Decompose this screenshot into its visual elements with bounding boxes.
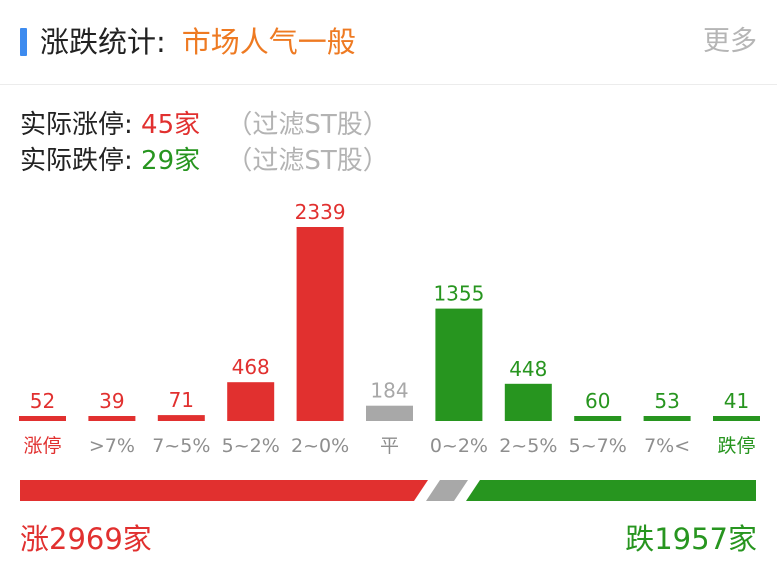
bar-6 (435, 308, 483, 421)
limit-up-label: 实际涨停: (20, 110, 133, 140)
section-title: 涨跌统计: 市场人气一般 (40, 22, 356, 62)
category-label: 5~7% (569, 435, 627, 457)
category-label: >7% (89, 435, 135, 457)
category-label: 平 (380, 435, 399, 457)
bar-value-label: 184 (370, 379, 408, 403)
flat-ratio-bar (426, 480, 468, 501)
bar-5 (366, 405, 413, 421)
category-label: 5~2% (222, 435, 280, 457)
title-accent-bar (20, 28, 27, 56)
down-ratio-bar (466, 480, 756, 501)
bar-value-label: 52 (30, 389, 55, 413)
category-label: 7%< (644, 435, 690, 457)
limit-down-value: 29家 (141, 146, 201, 176)
market-sentiment-status: 市场人气一般 (181, 25, 356, 59)
bar-8 (574, 416, 622, 421)
bar-3 (227, 382, 275, 421)
limit-down-label: 实际跌停: (20, 146, 133, 176)
total-up-count: 涨2969家 (20, 522, 152, 556)
bar-2 (157, 415, 205, 421)
bar-value-label: 60 (585, 389, 610, 413)
bar-0 (19, 416, 66, 421)
bar-value-label: 2339 (295, 200, 346, 224)
title-text: 涨跌统计: (40, 25, 166, 59)
more-link[interactable]: 更多 (703, 26, 757, 57)
total-down-count: 跌1957家 (625, 522, 757, 556)
category-label: 2~5% (499, 435, 557, 457)
bar-9 (643, 416, 691, 421)
bar-7 (504, 383, 552, 421)
category-label: 2~0% (291, 435, 349, 457)
bar-value-label: 71 (169, 388, 194, 412)
category-label: 涨停 (23, 435, 61, 457)
limit-up-stat: 实际涨停: 45家 （过滤ST股） (20, 108, 389, 142)
header: 涨跌统计: 市场人气一般 更多 (0, 0, 777, 85)
category-label: 7~5% (152, 435, 210, 457)
bar-value-label: 53 (654, 389, 679, 413)
bar-4 (296, 227, 344, 421)
bar-value-label: 448 (509, 357, 547, 381)
bar-value-label: 41 (724, 389, 749, 413)
limit-up-value: 45家 (141, 110, 201, 140)
filter-note-down: （过滤ST股） (226, 146, 389, 176)
bar-value-label: 39 (99, 389, 124, 413)
limit-down-stat: 实际跌停: 29家 （过滤ST股） (20, 144, 389, 178)
bar-value-label: 1355 (433, 282, 484, 306)
category-label: 0~2% (430, 435, 488, 457)
bar-10 (713, 416, 760, 421)
filter-note-up: （过滤ST股） (226, 110, 389, 140)
bar-value-label: 468 (232, 355, 270, 379)
bar-1 (88, 416, 136, 421)
category-label: 跌停 (717, 435, 755, 457)
up-ratio-bar (20, 480, 428, 501)
